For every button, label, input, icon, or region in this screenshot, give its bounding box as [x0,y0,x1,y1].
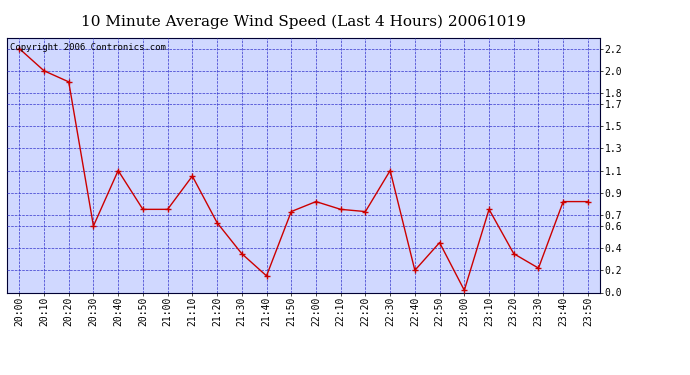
Text: 10 Minute Average Wind Speed (Last 4 Hours) 20061019: 10 Minute Average Wind Speed (Last 4 Hou… [81,15,526,29]
Text: Copyright 2006 Contronics.com: Copyright 2006 Contronics.com [10,43,166,52]
